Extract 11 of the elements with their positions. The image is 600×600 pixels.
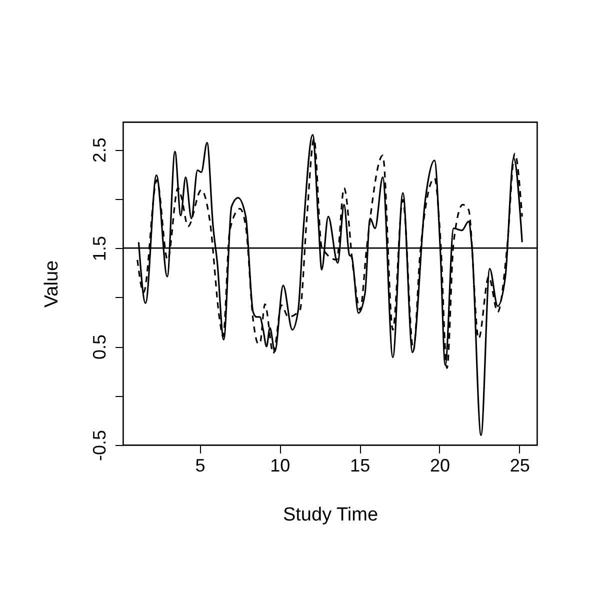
x-tick-label: 15 bbox=[350, 456, 370, 476]
x-tick-label: 5 bbox=[195, 456, 206, 476]
x-axis-title: Study Time bbox=[282, 504, 378, 526]
x-tick-label: 10 bbox=[270, 456, 290, 476]
y-tick-label: 0.5 bbox=[90, 334, 110, 360]
y-tick-label: -0.5 bbox=[90, 430, 110, 462]
x-tick-label: 20 bbox=[430, 456, 450, 476]
y-tick-label: 1.5 bbox=[90, 236, 110, 262]
y-axis-title: Value bbox=[42, 260, 62, 308]
x-tick-label: 25 bbox=[510, 456, 530, 476]
y-tick-label: 2.5 bbox=[90, 138, 110, 163]
